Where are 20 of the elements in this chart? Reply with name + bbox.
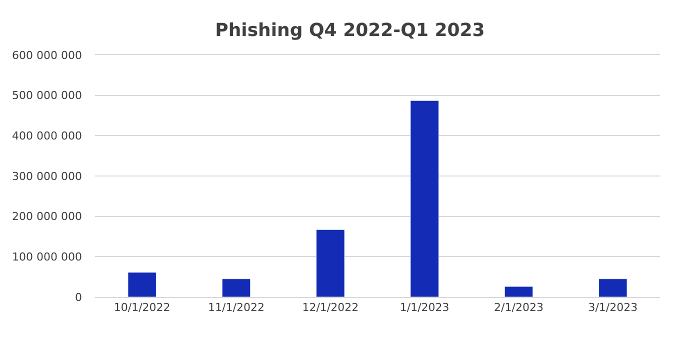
bar (504, 286, 534, 297)
y-tick-label: 400 000 000 (12, 130, 82, 143)
bar (598, 278, 628, 297)
x-tick-label: 3/1/2023 (588, 301, 638, 314)
y-tick-label: 500 000 000 (12, 89, 82, 102)
y-tick-label: 0 (75, 290, 82, 304)
bar (316, 229, 345, 297)
bar (128, 272, 156, 297)
x-tick-label: 2/1/2023 (494, 301, 544, 314)
chart-title: Phishing Q4 2022-Q1 2023 (215, 20, 485, 42)
x-tick-label: 12/1/2022 (302, 301, 359, 314)
y-tick-label: 600 000 000 (12, 48, 82, 62)
x-tick-label: 10/1/2022 (114, 301, 170, 314)
x-tick-label: 1/1/2023 (400, 301, 450, 314)
bar (222, 278, 251, 297)
y-tick-label: 200 000 000 (12, 210, 82, 224)
x-tick-label: 11/1/2022 (208, 301, 264, 314)
bar (410, 100, 439, 297)
y-tick-label: 100 000 000 (12, 250, 82, 264)
y-tick-label: 300 000 000 (12, 170, 82, 183)
